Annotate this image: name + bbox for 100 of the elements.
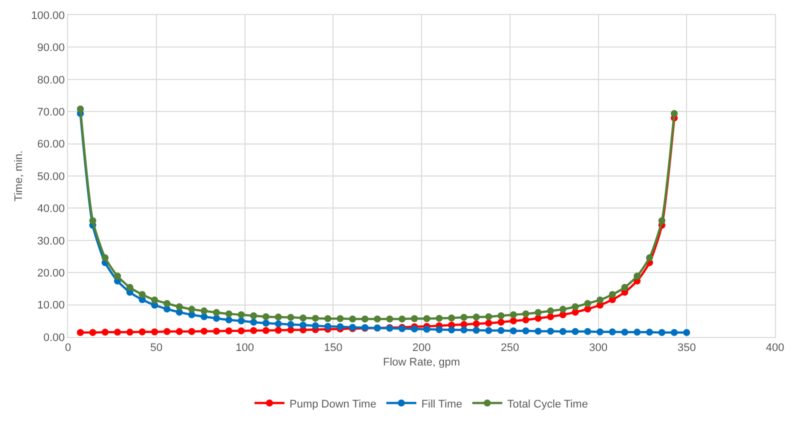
point (262, 320, 270, 327)
point (584, 328, 592, 336)
point (646, 328, 654, 336)
point (423, 326, 430, 333)
y-tick-label: 50.00 (37, 170, 65, 183)
point (89, 217, 96, 224)
point (510, 327, 517, 334)
point (670, 328, 678, 336)
x-tick-label: 300 (589, 342, 608, 354)
point (287, 314, 294, 321)
point (522, 310, 530, 318)
point (646, 254, 654, 262)
point (76, 328, 84, 336)
point (522, 327, 530, 334)
legend-label: Pump Down Time (290, 398, 376, 410)
point (274, 326, 282, 334)
point (114, 272, 121, 280)
y-tick-label: 100.00 (31, 10, 65, 22)
point (498, 327, 505, 334)
point (138, 328, 146, 336)
point (336, 315, 344, 322)
point (300, 322, 307, 329)
point (212, 328, 220, 335)
point (324, 322, 332, 330)
point (472, 320, 480, 328)
point (559, 328, 566, 336)
point (608, 291, 616, 298)
point (76, 106, 84, 113)
legend-label: Fill Time (421, 398, 462, 410)
point (151, 296, 158, 304)
y-tick-label: 10.00 (37, 300, 65, 312)
point (423, 315, 430, 322)
point (225, 310, 232, 318)
point (126, 284, 134, 291)
point (374, 315, 381, 322)
point (349, 315, 356, 322)
point (472, 314, 480, 321)
point (102, 328, 109, 336)
point (658, 217, 666, 224)
point (324, 315, 332, 322)
point (584, 300, 592, 308)
point (188, 306, 196, 313)
point (312, 322, 319, 330)
y-tick-label: 90.00 (37, 42, 65, 54)
point (300, 314, 307, 322)
point (485, 327, 492, 334)
point (472, 326, 480, 334)
y-tick-label: 60.00 (37, 138, 65, 151)
point (547, 307, 554, 314)
point (262, 313, 270, 320)
point (448, 314, 456, 322)
point (114, 328, 121, 336)
point (572, 303, 579, 310)
x-tick-label: 200 (412, 342, 431, 354)
point (176, 328, 183, 336)
x-tick-label: 50 (150, 342, 163, 354)
point (522, 316, 530, 324)
point (534, 309, 542, 316)
x-tick-label: 350 (677, 342, 696, 354)
point (386, 315, 394, 322)
y-tick-label: 70.00 (37, 106, 65, 118)
legend-label: Total Cycle Time (507, 398, 588, 410)
point (498, 312, 505, 320)
point (510, 317, 517, 324)
point (163, 300, 170, 308)
point (398, 315, 406, 322)
point (238, 327, 245, 334)
point (274, 314, 282, 321)
x-tick-label: 100 (236, 342, 254, 354)
point (238, 311, 245, 318)
point (683, 328, 690, 336)
point (126, 328, 134, 336)
x-tick-label: 250 (500, 342, 520, 354)
point (498, 318, 505, 326)
point (485, 313, 492, 320)
point (89, 328, 96, 336)
point (596, 328, 604, 336)
point (287, 320, 294, 328)
point (670, 110, 678, 118)
point (102, 254, 109, 262)
point (448, 326, 456, 334)
x-tick-label: 0 (64, 342, 72, 354)
point (274, 320, 282, 328)
point (621, 328, 628, 336)
point (200, 328, 208, 335)
point (225, 327, 232, 334)
point (572, 328, 579, 336)
point (436, 326, 443, 334)
point (460, 326, 468, 334)
point (410, 315, 418, 322)
y-tick-label: 30.00 (37, 235, 65, 248)
point (176, 303, 183, 310)
point (596, 296, 604, 304)
point (212, 314, 220, 322)
point (634, 272, 641, 280)
point (510, 311, 517, 318)
point (138, 291, 146, 298)
x-tick-label: 150 (324, 342, 342, 354)
y-tick-label: 0.00 (43, 332, 65, 344)
point (485, 320, 492, 327)
